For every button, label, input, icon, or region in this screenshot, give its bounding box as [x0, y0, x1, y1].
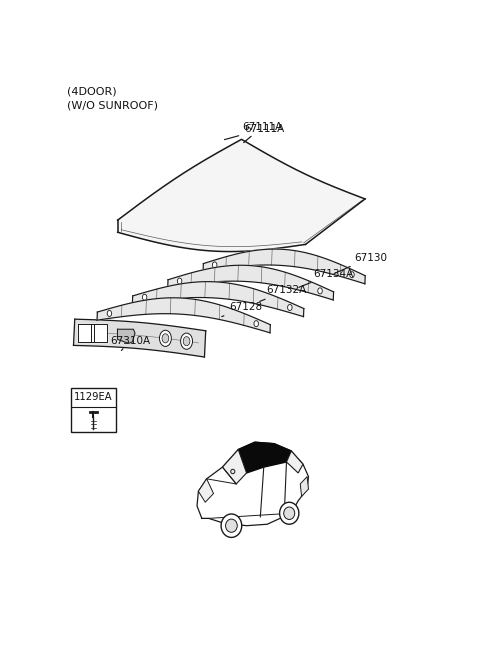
Circle shape	[159, 330, 171, 346]
Circle shape	[180, 333, 192, 349]
Circle shape	[107, 310, 112, 316]
Ellipse shape	[221, 514, 242, 537]
Text: 67111A: 67111A	[242, 122, 283, 142]
Text: 1129EA: 1129EA	[74, 392, 113, 402]
Circle shape	[318, 288, 322, 294]
Circle shape	[183, 337, 190, 346]
Text: 67134A: 67134A	[299, 269, 353, 287]
Polygon shape	[91, 324, 108, 342]
Polygon shape	[78, 323, 94, 342]
Polygon shape	[118, 329, 135, 343]
Text: 67310A: 67310A	[110, 336, 150, 350]
Polygon shape	[300, 477, 309, 497]
Ellipse shape	[231, 469, 235, 474]
Text: 67111A: 67111A	[225, 124, 284, 140]
Ellipse shape	[284, 507, 295, 520]
Ellipse shape	[226, 519, 237, 532]
Polygon shape	[238, 442, 291, 473]
Polygon shape	[132, 281, 304, 317]
FancyBboxPatch shape	[71, 388, 116, 432]
Circle shape	[254, 321, 258, 327]
Text: 67132A: 67132A	[260, 285, 307, 302]
Circle shape	[143, 295, 147, 300]
Circle shape	[162, 334, 169, 343]
Text: 67128: 67128	[222, 302, 263, 317]
Polygon shape	[203, 249, 365, 284]
Polygon shape	[197, 442, 309, 525]
Polygon shape	[222, 449, 247, 484]
Text: (4DOOR)
(W/O SUNROOF): (4DOOR) (W/O SUNROOF)	[67, 87, 158, 110]
Circle shape	[288, 304, 292, 310]
Polygon shape	[73, 319, 206, 357]
Polygon shape	[97, 298, 270, 333]
Circle shape	[177, 278, 182, 284]
Ellipse shape	[279, 502, 299, 524]
Polygon shape	[198, 479, 214, 502]
Polygon shape	[118, 139, 365, 251]
Text: 67130: 67130	[334, 253, 387, 274]
Circle shape	[350, 272, 354, 277]
Polygon shape	[168, 265, 334, 300]
Circle shape	[213, 262, 217, 268]
Polygon shape	[287, 451, 303, 473]
